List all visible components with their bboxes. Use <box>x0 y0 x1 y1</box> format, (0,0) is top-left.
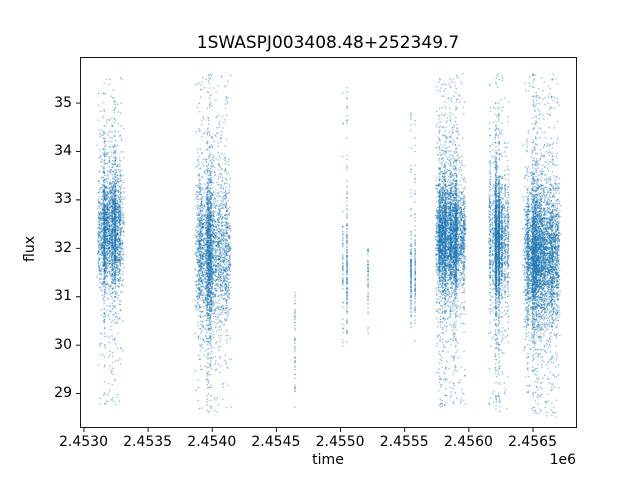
x-tick-label: 2.4565 <box>508 434 557 450</box>
y-tick-label: 33 <box>54 191 72 208</box>
x-axis-offset-text: 1e6 <box>549 452 576 468</box>
x-tick-label: 2.4540 <box>187 434 237 450</box>
y-tick-label: 30 <box>54 336 72 353</box>
x-tick-label: 2.4555 <box>379 434 429 450</box>
x-axis-label: time <box>312 452 344 468</box>
y-tick-label: 35 <box>54 94 72 111</box>
x-tick-label: 2.4560 <box>443 434 493 450</box>
y-tick-label: 34 <box>54 143 72 159</box>
y-tick-label: 29 <box>54 385 72 402</box>
y-tick-label: 31 <box>54 288 72 305</box>
x-tick-label: 2.4530 <box>59 434 108 450</box>
x-tick-label: 2.4550 <box>315 434 365 450</box>
x-tick-label: 2.4545 <box>251 434 301 450</box>
y-tick-label: 32 <box>54 239 72 256</box>
x-tick-label: 2.4535 <box>123 434 173 450</box>
chart-title: 1SWASPJ003408.48+252349.7 <box>196 33 460 53</box>
